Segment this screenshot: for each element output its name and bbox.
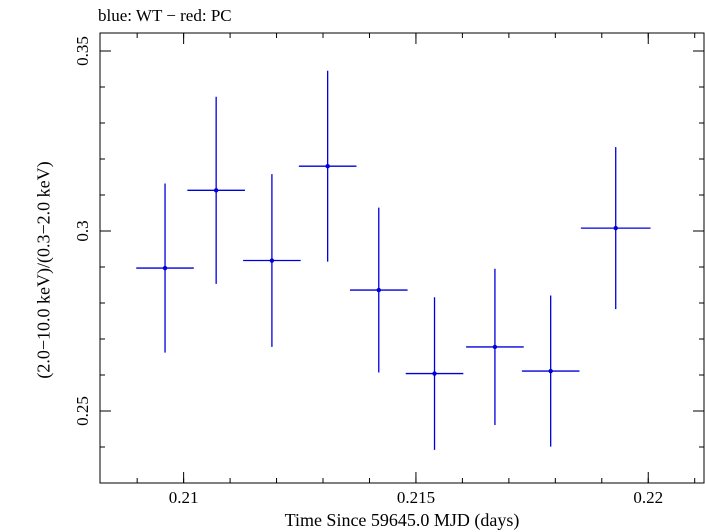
data-marks [136, 70, 651, 450]
data-point [376, 287, 381, 293]
data-point [269, 258, 275, 263]
x-axis-label: Time Since 59645.0 MJD (days) [284, 510, 520, 530]
data-point [613, 225, 618, 231]
x-tick-label: 0.21 [169, 488, 199, 507]
data-point [325, 164, 330, 169]
y-tick-label: 0.25 [73, 396, 92, 426]
x-tick-label: 0.215 [397, 488, 435, 507]
y-tick-label: 0.35 [73, 36, 92, 66]
chart-title: blue: WT − red: PC [98, 6, 232, 25]
data-point [162, 265, 168, 271]
axis-ticks: 0.21 0.215 0.22 0.25 0.3 0.35 [73, 33, 704, 507]
y-tick-label: 0.3 [73, 220, 92, 241]
x-tick-label: 0.22 [633, 488, 663, 507]
data-point [432, 371, 437, 376]
plot-frame [99, 32, 705, 484]
data-point [213, 188, 219, 193]
data-point [492, 344, 498, 350]
data-point [548, 368, 553, 374]
